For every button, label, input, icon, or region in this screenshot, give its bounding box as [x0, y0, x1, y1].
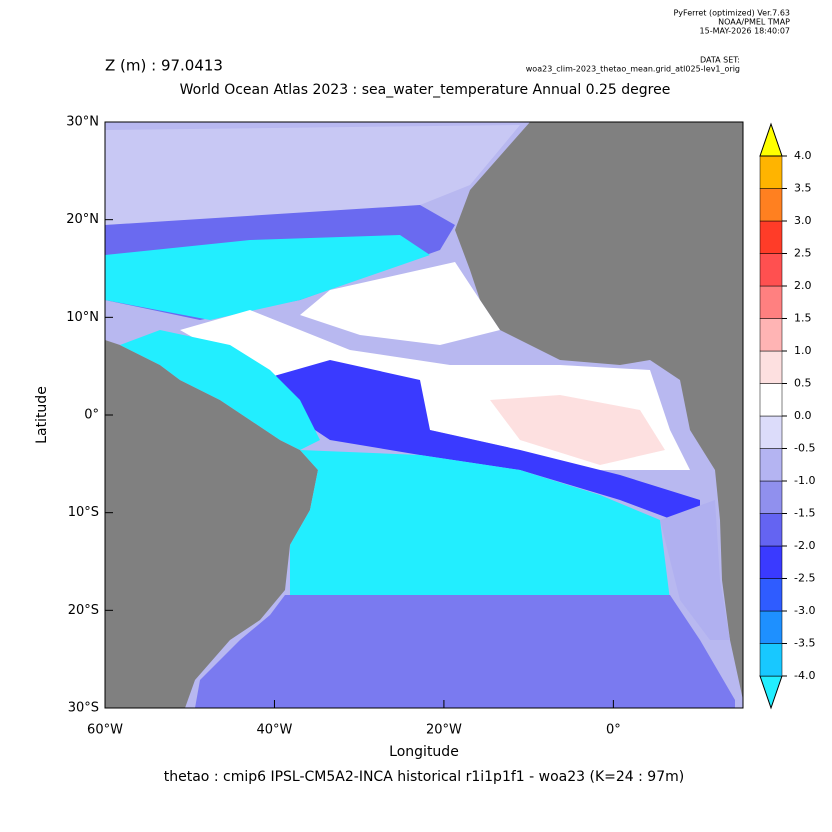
colorbar-label: 3.0 [794, 214, 812, 227]
software: PyFerret (optimized) Ver.7.63 [673, 9, 790, 18]
colorbar-swatch [759, 578, 783, 612]
colorbar-label: 1.0 [794, 344, 812, 357]
x-tick-label: 60°W [87, 723, 123, 738]
colorbar-swatch [759, 643, 783, 677]
south-cyan [290, 450, 670, 600]
colorbar-under [759, 675, 783, 710]
colorbar-swatch [759, 350, 783, 384]
colorbar-label: -1.0 [794, 474, 815, 487]
colorbar-swatch [759, 448, 783, 482]
y-tick-label: 10°S [68, 505, 99, 520]
y-axis-label: Latitude [34, 386, 50, 444]
org: NOAA/PMEL TMAP [718, 18, 790, 27]
colorbar-label: -0.5 [794, 442, 815, 455]
colorbar-label: 2.0 [794, 279, 812, 292]
x-tick-label: 40°W [257, 723, 293, 738]
x-axis-label: Longitude [389, 744, 459, 760]
dataset: woa23_clim-2023_thetao_mean.grid_atl025-… [526, 65, 740, 74]
colorbar-swatch [759, 188, 783, 222]
timestamp: 15-MAY-2026 18:40:07 [700, 27, 790, 36]
colorbar-swatch [759, 253, 783, 287]
y-tick-label: 20°S [68, 603, 99, 618]
colorbar-swatch [759, 155, 783, 189]
colorbar-label: -2.0 [794, 539, 815, 552]
x-tick-label: 0° [606, 723, 621, 738]
colorbar-label: 3.5 [794, 182, 812, 195]
depth: Z (m) : 97.0413 [105, 57, 223, 75]
colorbar-label: 0.5 [794, 377, 812, 390]
north-cyan [105, 235, 430, 320]
coast-cyan [120, 330, 320, 450]
y-tick-label: 10°N [66, 310, 99, 325]
colorbar-label: -1.5 [794, 507, 815, 520]
colorbar-swatch [759, 383, 783, 417]
y-tick-label: 30°S [68, 701, 99, 716]
chart-title: World Ocean Atlas 2023 : sea_water_tempe… [180, 82, 671, 98]
colorbar-label: -4.0 [794, 669, 815, 682]
colorbar-label: -2.5 [794, 572, 815, 585]
colorbar-swatch [759, 610, 783, 644]
dataset-label: DATA SET: [700, 56, 740, 65]
map [105, 122, 743, 708]
colorbar-over [759, 122, 783, 157]
x-tick-label: 20°W [426, 723, 462, 738]
colorbar-swatch [759, 545, 783, 579]
colorbar-label: 1.5 [794, 312, 812, 325]
colorbar-label: -3.5 [794, 637, 815, 650]
y-tick-label: 0° [84, 408, 99, 423]
footer: thetao : cmip6 IPSL-CM5A2-INCA historica… [164, 769, 684, 785]
south-band [195, 595, 735, 708]
equator-blue [260, 360, 700, 530]
south-east [660, 500, 730, 640]
colorbar-label: 4.0 [794, 149, 812, 162]
warm-north [300, 262, 500, 345]
colorbar-label: 0.0 [794, 409, 812, 422]
y-tick-label: 20°N [66, 212, 99, 227]
colorbar-swatch [759, 285, 783, 319]
colorbar-swatch [759, 318, 783, 352]
colorbar-swatch [759, 513, 783, 547]
colorbar-swatch [759, 415, 783, 449]
colorbar-swatch [759, 480, 783, 514]
colorbar-label: 2.5 [794, 247, 812, 260]
pink-patch [490, 395, 665, 465]
colorbar-label: -3.0 [794, 604, 815, 617]
colorbar-swatch [759, 220, 783, 254]
y-tick-label: 30°N [66, 115, 99, 130]
north-ocean [105, 125, 520, 225]
